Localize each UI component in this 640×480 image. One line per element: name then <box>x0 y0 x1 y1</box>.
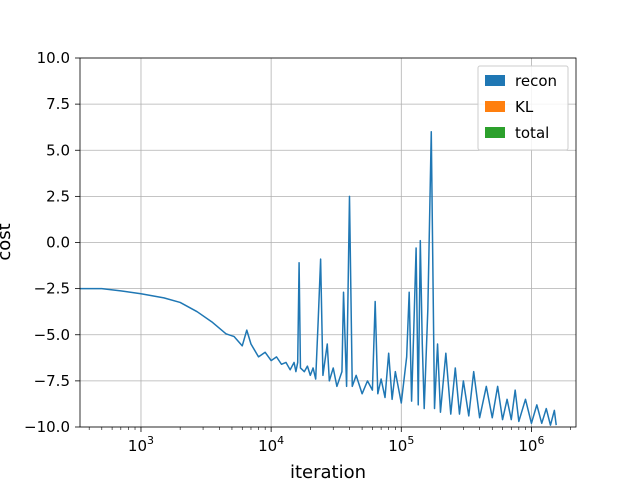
y-tick-label: −7.5 <box>34 372 70 390</box>
y-tick-label: 10.0 <box>37 49 70 67</box>
legend-label-total: total <box>515 124 549 142</box>
y-tick-label: −5.0 <box>34 326 70 344</box>
y-tick-label: 0.0 <box>46 234 70 252</box>
x-tick-label: 105 <box>388 434 414 455</box>
x-tick-label: 103 <box>128 434 154 455</box>
y-tick-label: 2.5 <box>46 187 70 205</box>
y-tick-label: −2.5 <box>34 280 70 298</box>
legend-swatch-KL <box>485 101 505 112</box>
y-tick-label: 7.5 <box>46 95 70 113</box>
y-tick-label: 5.0 <box>46 141 70 159</box>
y-axis-label: cost <box>0 223 15 260</box>
x-tick-label: 104 <box>258 434 284 455</box>
y-axis-ticks: 10.0 7.5 5.0 2.5 0.0 −2.5 −5.0 −7.5 −10.0 <box>24 49 80 436</box>
x-axis-ticks: 103 104 105 106 <box>88 427 571 455</box>
series-layer <box>80 131 557 426</box>
legend: recon KL total <box>477 65 569 151</box>
series-line-recon <box>80 131 557 426</box>
legend-swatch-total <box>485 127 505 138</box>
legend-label-KL: KL <box>515 98 534 116</box>
legend-label-recon: recon <box>515 72 557 90</box>
x-tick-label: 106 <box>518 434 544 455</box>
x-axis-label: iteration <box>290 462 366 480</box>
y-tick-label: −10.0 <box>24 418 70 436</box>
legend-swatch-recon <box>485 75 505 86</box>
